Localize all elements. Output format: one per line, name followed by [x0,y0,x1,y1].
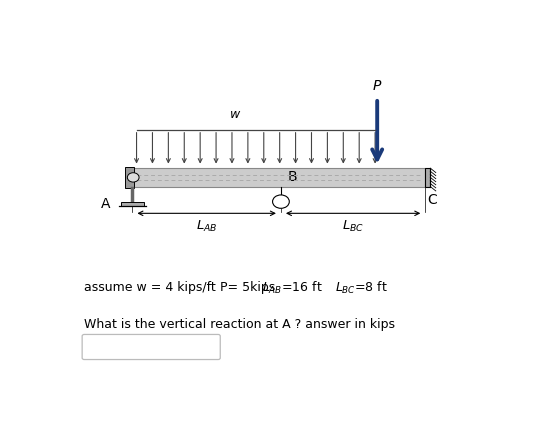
Text: w: w [230,108,240,122]
Text: $L_{BC}$: $L_{BC}$ [342,219,364,234]
Circle shape [127,173,139,182]
FancyBboxPatch shape [82,335,220,359]
Text: P= 5kips: P= 5kips [220,281,275,294]
Bar [132,168,426,187]
Text: $L_{AB}$=16 ft: $L_{AB}$=16 ft [262,279,323,296]
Text: What is the vertical reaction at A ? answer in kips: What is the vertical reaction at A ? ans… [84,318,395,331]
Text: $L_{BC}$=8 ft: $L_{BC}$=8 ft [335,279,388,296]
Text: assume w = 4 kips/ft: assume w = 4 kips/ft [84,281,216,294]
Bar [121,202,144,206]
Text: B: B [287,171,297,184]
Text: $L_{AB}$: $L_{AB}$ [196,219,218,234]
Circle shape [273,195,289,208]
Bar [426,168,430,187]
Text: C: C [428,193,437,207]
Text: A: A [101,197,110,210]
Text: P: P [373,79,381,93]
Bar [125,167,134,188]
